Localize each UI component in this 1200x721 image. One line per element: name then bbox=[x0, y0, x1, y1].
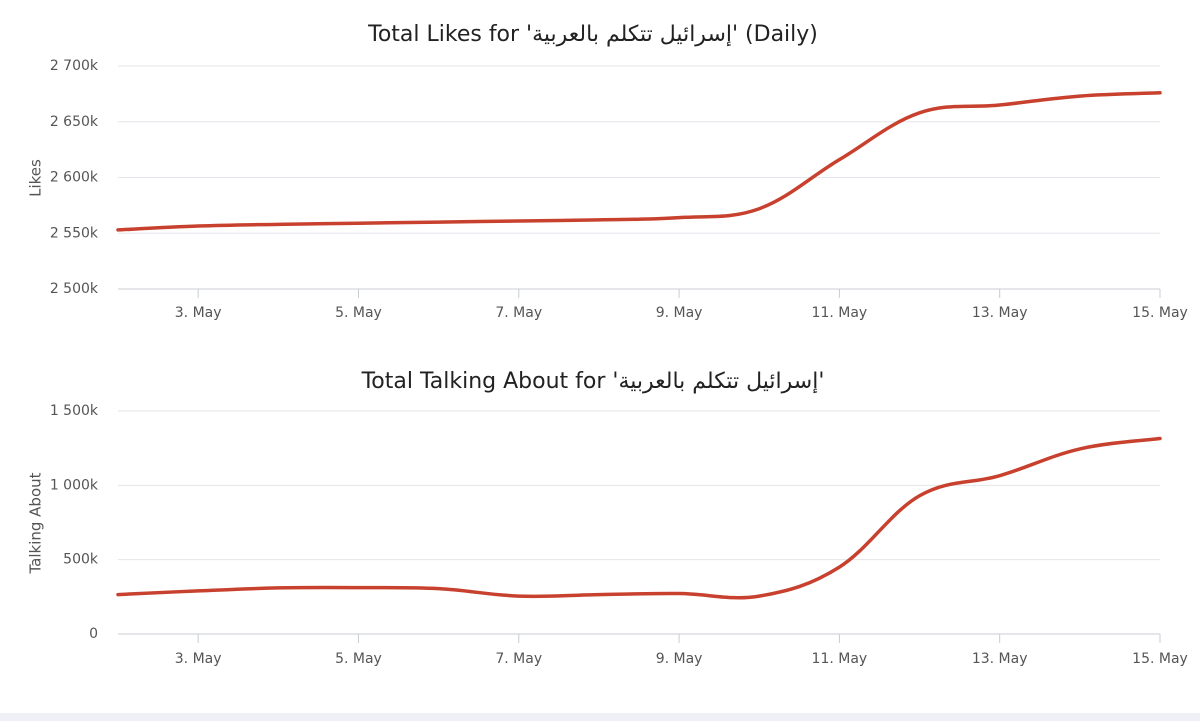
x-tick-label: 9. May bbox=[656, 651, 703, 667]
x-tick-label: 5. May bbox=[335, 305, 382, 321]
series-line bbox=[116, 436, 1162, 600]
x-tick-label: 15. May bbox=[1132, 651, 1188, 667]
x-tick-label: 11. May bbox=[812, 651, 868, 667]
talking-about-chart: Total Talking About for 'إسرائيل تتكلم ب… bbox=[27, 369, 1188, 667]
y-tick-label: 500k bbox=[63, 552, 99, 568]
x-tick-label: 9. May bbox=[656, 305, 703, 321]
x-tick-label: 5. May bbox=[335, 651, 382, 667]
y-tick-label: 2 500k bbox=[50, 281, 99, 297]
series-line bbox=[116, 91, 1162, 232]
y-tick-label: 2 550k bbox=[50, 225, 99, 241]
likes-chart: Total Likes for 'إسرائيل تتكلم بالعربية'… bbox=[27, 22, 1188, 321]
y-tick-label: 1 000k bbox=[50, 477, 99, 493]
y-axis-title: Likes bbox=[27, 159, 45, 197]
x-tick-label: 3. May bbox=[175, 305, 222, 321]
chart-title: Total Likes for 'إسرائيل تتكلم بالعربية'… bbox=[367, 22, 818, 47]
x-tick-label: 13. May bbox=[972, 651, 1028, 667]
x-tick-label: 13. May bbox=[972, 305, 1028, 321]
x-tick-label: 15. May bbox=[1132, 305, 1188, 321]
y-axis-title: Talking About bbox=[27, 472, 45, 574]
y-tick-label: 2 700k bbox=[50, 58, 99, 74]
x-tick-label: 3. May bbox=[175, 651, 222, 667]
chart-title: Total Talking About for 'إسرائيل تتكلم ب… bbox=[361, 369, 825, 394]
y-tick-label: 2 650k bbox=[50, 114, 99, 130]
x-tick-label: 11. May bbox=[812, 305, 868, 321]
x-tick-label: 7. May bbox=[495, 305, 542, 321]
y-tick-label: 0 bbox=[89, 626, 98, 642]
x-tick-label: 7. May bbox=[495, 651, 542, 667]
bottom-strip bbox=[0, 713, 1200, 721]
y-tick-label: 2 600k bbox=[50, 170, 99, 186]
y-tick-label: 1 500k bbox=[50, 403, 99, 419]
